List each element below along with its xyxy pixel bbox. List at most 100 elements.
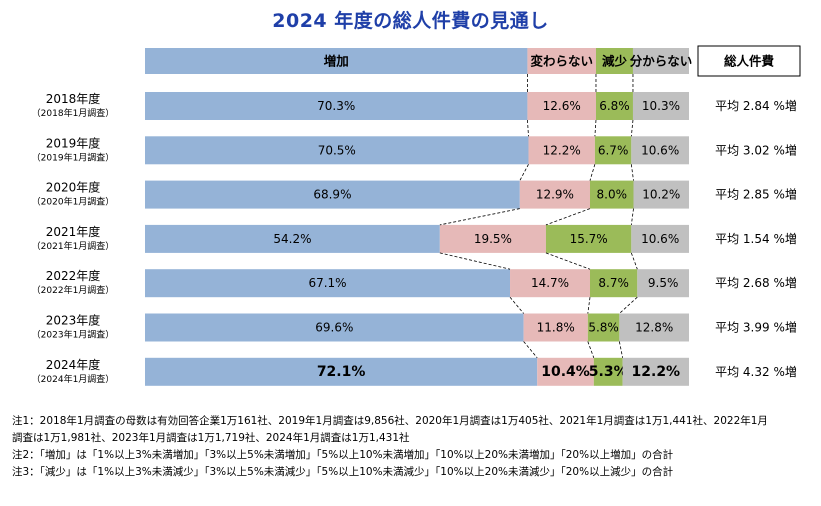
category-year-label: 2019年度 bbox=[46, 135, 101, 150]
bar-value-label: 12.8% bbox=[635, 321, 673, 335]
total-header-box bbox=[697, 45, 801, 77]
bar-value-label: 9.5% bbox=[648, 276, 679, 290]
bar-segment bbox=[589, 269, 638, 298]
connector-line bbox=[509, 296, 524, 314]
connector-line bbox=[439, 252, 511, 270]
category-year-label: 2024年度 bbox=[46, 357, 101, 372]
category-survey-label: （2022年1月調査） bbox=[32, 284, 115, 296]
total-value-label: 平均 1.54 %増 bbox=[715, 232, 797, 246]
bar-segment bbox=[632, 92, 689, 120]
bar-segment bbox=[145, 357, 538, 386]
connector-line bbox=[527, 119, 529, 137]
category-year-label: 2020年度 bbox=[46, 180, 101, 195]
bar-segment bbox=[523, 313, 588, 342]
bar-value-label: 14.7% bbox=[531, 276, 569, 290]
bar-segment bbox=[637, 269, 689, 298]
category-year-label: 2018年度 bbox=[46, 91, 101, 106]
bar-value-label: 8.0% bbox=[597, 188, 628, 202]
bar-segment bbox=[587, 313, 620, 342]
connector-line bbox=[619, 296, 638, 314]
total-value-label: 平均 2.85 %増 bbox=[715, 188, 797, 202]
total-value-label: 平均 4.32 %増 bbox=[715, 365, 797, 379]
legend-label-1: 変わらない bbox=[530, 54, 593, 69]
legend-swatch-1 bbox=[527, 48, 596, 74]
bar-segment bbox=[545, 224, 632, 253]
footnote-3: 注3：「減少」は「1%以上3%未満減少」「3%以上5%未満減少」「5%以上10%… bbox=[12, 466, 674, 478]
connector-line bbox=[630, 164, 634, 181]
bar-segment bbox=[528, 136, 595, 165]
connector-line bbox=[630, 252, 638, 270]
bar-value-label: 12.9% bbox=[536, 188, 574, 202]
bar-segment bbox=[595, 92, 633, 120]
bar-segment bbox=[145, 269, 511, 298]
bar-segment bbox=[527, 92, 596, 120]
footnote-1-cont: 調査は1万1,981社、2023年1月調査は1万1,719社、2024年1月調査… bbox=[12, 432, 410, 444]
bar-value-label: 67.1% bbox=[308, 276, 346, 290]
bar-value-label: 54.2% bbox=[273, 232, 311, 246]
connector-line bbox=[519, 164, 529, 181]
legend-swatch-0 bbox=[145, 48, 528, 74]
bar-value-label: 12.6% bbox=[543, 99, 581, 113]
bar-value-label: 12.2% bbox=[543, 143, 581, 157]
bar-value-label: 68.9% bbox=[313, 188, 351, 202]
legend-label-0: 増加 bbox=[324, 54, 349, 69]
connector-line bbox=[618, 341, 624, 358]
connector-line bbox=[630, 119, 634, 137]
category-survey-label: （2024年1月調査） bbox=[32, 373, 115, 385]
bar-value-label: 19.5% bbox=[474, 232, 512, 246]
bar-value-label: 72.1% bbox=[317, 364, 366, 380]
bar-segment bbox=[537, 357, 594, 386]
category-survey-label: （2023年1月調査） bbox=[32, 329, 115, 341]
bar-value-label: 70.3% bbox=[317, 99, 355, 113]
connector-line bbox=[439, 208, 520, 226]
bar-value-label: 6.8% bbox=[599, 99, 630, 113]
bar-value-label: 5.8% bbox=[588, 321, 619, 335]
total-value-label: 平均 2.68 %増 bbox=[715, 276, 797, 290]
bar-segment bbox=[519, 180, 590, 209]
bar-value-label: 12.2% bbox=[632, 364, 681, 380]
connector-line bbox=[587, 341, 595, 358]
legend-label-2: 減少 bbox=[602, 54, 628, 69]
connector-line bbox=[630, 208, 634, 225]
bar-value-label: 10.2% bbox=[642, 188, 680, 202]
bar-segment bbox=[145, 180, 520, 209]
bar-segment bbox=[619, 313, 689, 342]
bar-segment bbox=[593, 357, 623, 386]
bar-value-label: 10.6% bbox=[641, 143, 679, 157]
bar-segment bbox=[439, 224, 546, 253]
bar-segment bbox=[631, 136, 689, 165]
footnotes: 注1：2018年1月調査の母数は有効回答企業1万161社、2019年1月調査は9… bbox=[12, 413, 812, 481]
legend-swatch-2 bbox=[595, 48, 633, 74]
bar-value-label: 10.6% bbox=[641, 232, 679, 246]
connector-line bbox=[589, 164, 596, 181]
category-year-label: 2022年度 bbox=[46, 268, 101, 283]
bar-value-label: 15.7% bbox=[570, 232, 608, 246]
category-survey-label: （2018年1月調査） bbox=[32, 107, 115, 119]
bar-segment bbox=[145, 92, 528, 120]
total-value-label: 平均 3.99 %増 bbox=[715, 321, 797, 335]
connector-line bbox=[594, 119, 597, 137]
bar-value-label: 6.7% bbox=[598, 143, 629, 157]
connector-line bbox=[545, 208, 591, 226]
category-year-label: 2023年度 bbox=[46, 313, 101, 328]
bar-segment bbox=[145, 136, 529, 165]
bar-value-label: 69.6% bbox=[315, 321, 353, 335]
chart-title: 2024 年度の総人件費の見通し bbox=[272, 10, 549, 32]
bar-value-label: 11.8% bbox=[537, 321, 575, 335]
bar-segment bbox=[631, 224, 689, 253]
bar-segment bbox=[145, 224, 440, 253]
category-year-label: 2021年度 bbox=[46, 224, 101, 239]
bar-value-label: 10.4% bbox=[541, 364, 590, 380]
bar-value-label: 8.7% bbox=[598, 276, 629, 290]
total-value-label: 平均 2.84 %増 bbox=[715, 99, 797, 113]
total-header-label: 総人件費 bbox=[724, 54, 775, 69]
bar-value-label: 70.5% bbox=[318, 143, 356, 157]
connector-line bbox=[523, 341, 538, 359]
bar-segment bbox=[589, 180, 634, 209]
bar-segment bbox=[594, 136, 632, 165]
bar-value-label: 5.3% bbox=[589, 364, 628, 380]
legend-swatch-3 bbox=[632, 48, 689, 74]
connector-line bbox=[587, 297, 591, 314]
total-value-label: 平均 3.02 %増 bbox=[715, 143, 797, 157]
